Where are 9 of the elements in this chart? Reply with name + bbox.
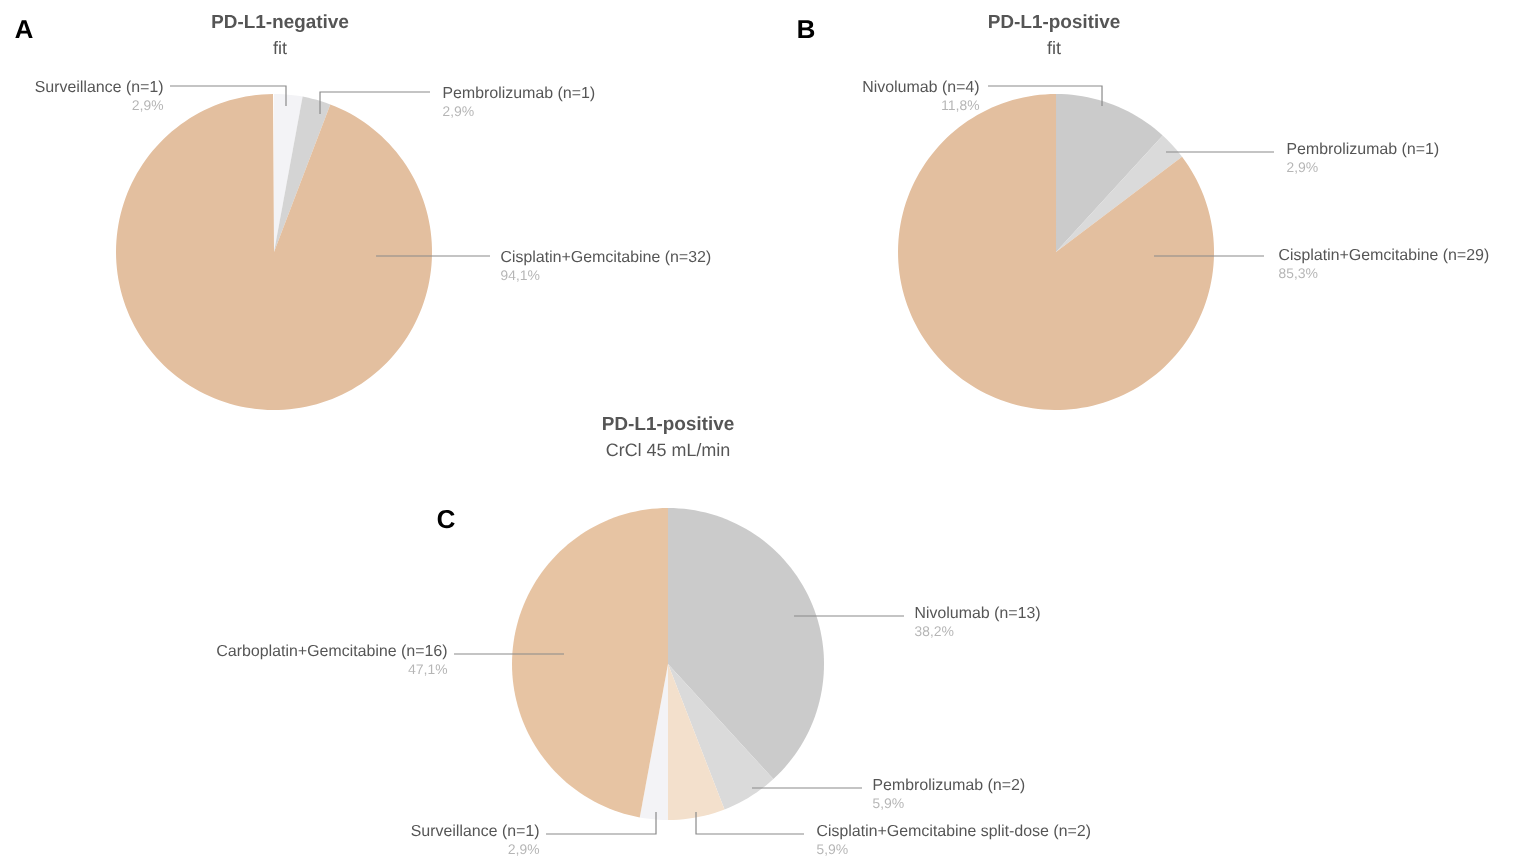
chart-title: PD-L1-negative xyxy=(212,14,349,32)
chart-subtitle: fit xyxy=(1047,41,1061,55)
chart-subtitle: CrCl 45 mL/min xyxy=(606,443,730,457)
text: C xyxy=(437,509,455,529)
chart-subtitle: fit xyxy=(273,41,287,55)
chart-title: PD-L1-positive xyxy=(989,14,1120,32)
text: B xyxy=(798,20,815,38)
text: A xyxy=(15,20,33,38)
chart-title: PD-L1-positive xyxy=(603,416,734,434)
